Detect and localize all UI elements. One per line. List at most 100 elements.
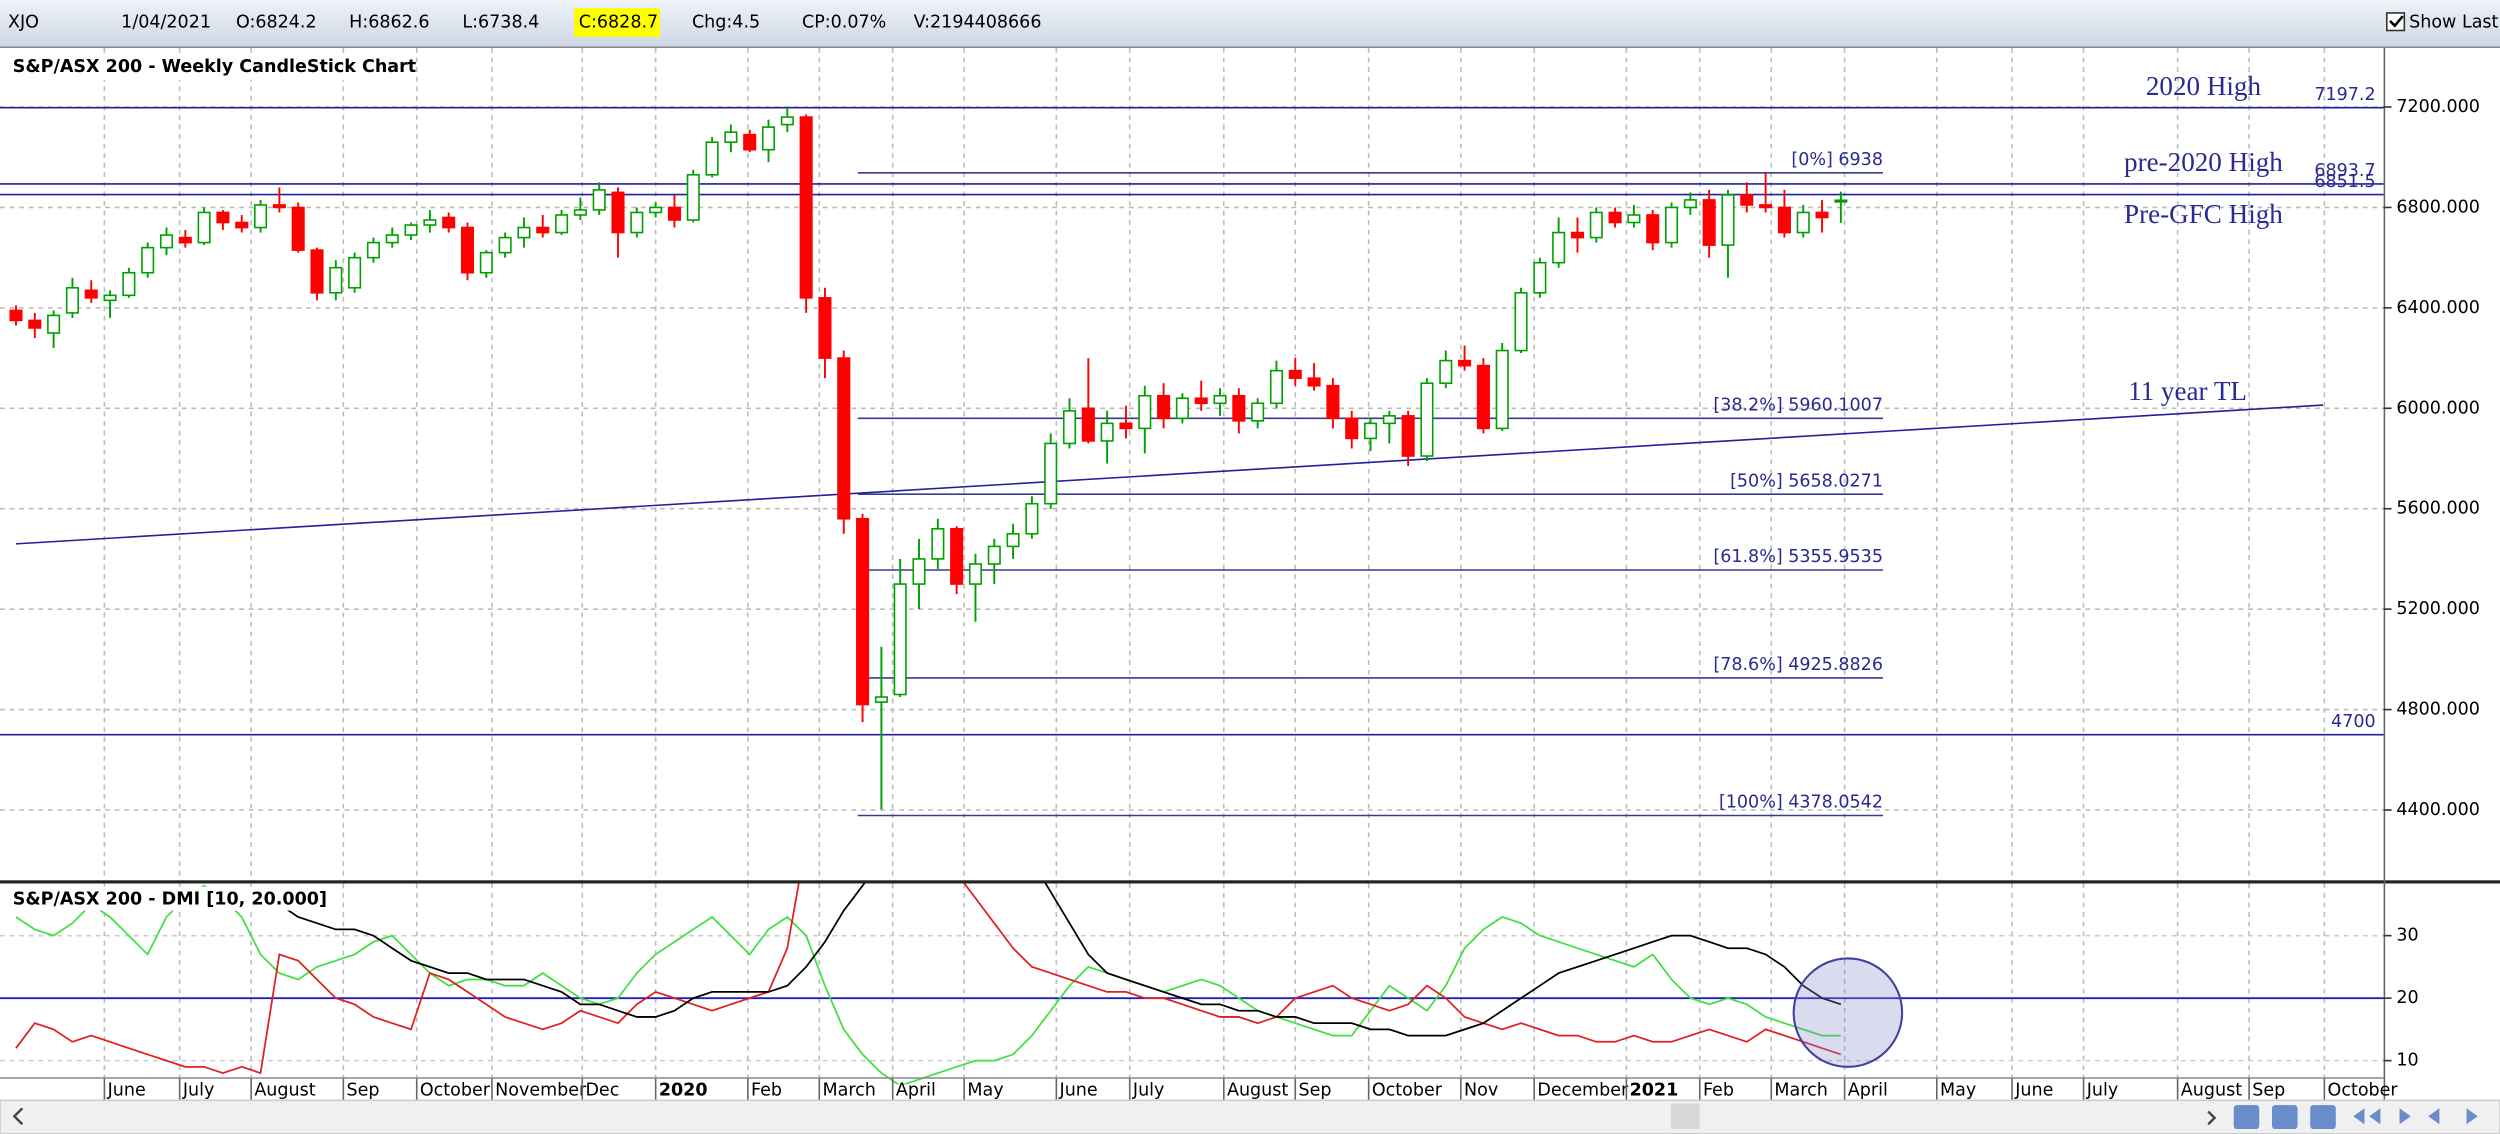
zoom-button[interactable] (2272, 1105, 2298, 1130)
title-bg (6, 54, 405, 80)
x-tick-label: August (1227, 1081, 1288, 1101)
level-annotation: pre-2020 High (2124, 147, 2283, 177)
candle-body (254, 204, 268, 229)
candle-body (460, 226, 475, 274)
candle-body (799, 116, 813, 299)
candle-body (1627, 214, 1641, 224)
x-tick-label: October (2328, 1081, 2399, 1101)
x-tick-label: June (1059, 1081, 1098, 1101)
change-percent: CP:0.07% (802, 13, 886, 33)
candle-body (310, 249, 324, 294)
candle-body (1175, 397, 1189, 420)
x-tick-label: April (896, 1081, 936, 1101)
candle-body (1458, 359, 1472, 367)
x-tick-label: August (254, 1081, 315, 1101)
candle-body (122, 271, 136, 297)
candle-body (197, 211, 211, 244)
candle-body (1702, 199, 1716, 246)
nav-buttons (2233, 1105, 2478, 1130)
candle-body (479, 251, 493, 274)
candle-body (1796, 211, 1810, 234)
checkbox[interactable] (2386, 12, 2406, 32)
candle-body (1646, 214, 1660, 244)
y-tick-label: 7200.000 (2396, 97, 2480, 117)
highlight-circle (1792, 957, 1904, 1068)
candle-body (987, 545, 1001, 565)
y-tick-label: 4400.000 (2396, 800, 2480, 820)
fib-label: [38.2%] 5960.1007 (1713, 396, 1883, 416)
candle-body (1269, 369, 1284, 405)
level-tag: 4700 (2331, 712, 2376, 732)
candle-body (931, 528, 945, 560)
candle-body (404, 224, 418, 236)
candle-body (1533, 261, 1547, 294)
scroll-thumb[interactable] (1670, 1103, 1700, 1130)
level-tag: 6851.5 (2314, 172, 2375, 192)
scroll-right[interactable] (2207, 1110, 2217, 1126)
candle-body (1119, 422, 1133, 430)
candle-body (1514, 292, 1528, 352)
nav-back[interactable] (2353, 1108, 2381, 1125)
candle-body (1251, 402, 1265, 422)
candle-body (837, 357, 851, 520)
candle-body (1044, 442, 1058, 505)
divider (0, 46, 2500, 49)
candle-body (912, 558, 926, 585)
candle-body (968, 563, 982, 585)
candle-body (1138, 394, 1152, 430)
dmi-title-bg (6, 886, 319, 911)
candle-body (1006, 533, 1020, 548)
candle-body (649, 206, 663, 214)
candle-body (235, 221, 249, 229)
candle-body (178, 236, 192, 244)
fib-label: [61.8%] 5355.9535 (1713, 547, 1883, 567)
x-tick-label: Sep (2252, 1081, 2285, 1101)
y-tick-label: 4800.000 (2396, 700, 2480, 720)
level-tag: 6893.7 (2314, 161, 2375, 181)
trendline (15, 404, 2324, 545)
zoom-button[interactable] (2233, 1105, 2260, 1130)
candle-body (1213, 394, 1227, 405)
candle-body (1025, 502, 1039, 535)
candle-body (611, 191, 625, 234)
candle-body (1608, 211, 1622, 224)
symbol: XJO (8, 13, 39, 33)
candle-body (536, 226, 550, 234)
date: 1/04/2021 (121, 13, 211, 33)
scroll-left[interactable] (12, 1107, 24, 1126)
panel-divider (0, 880, 2500, 884)
candle-body (366, 241, 380, 259)
candle-body (1759, 204, 1773, 209)
checkmark (2389, 15, 2404, 28)
level-tag: 7197.2 (2314, 85, 2375, 105)
fib-label: [100%] 4378.0542 (1719, 793, 1883, 813)
candle-body (874, 696, 888, 703)
candle-body (498, 236, 512, 254)
x-tick-label: Dec (585, 1081, 619, 1101)
candle-body (1157, 394, 1171, 420)
candle-body (1721, 194, 1735, 246)
y-tick-label: 30 (2396, 926, 2418, 946)
x-tick-label: July (2086, 1081, 2119, 1101)
candle-body (1495, 349, 1509, 430)
nav-forward[interactable] (2399, 1108, 2478, 1125)
candle-body (216, 211, 230, 224)
candle-body (724, 131, 738, 143)
candle-body (348, 256, 362, 289)
zoom-button[interactable] (2310, 1105, 2336, 1130)
candle-body (950, 528, 964, 585)
candle-body (1664, 206, 1679, 244)
x-tick-label: March (1774, 1081, 1827, 1101)
candle-body (761, 126, 776, 151)
price-plot (0, 48, 2384, 881)
x-tick-label: Nov (1464, 1081, 1498, 1101)
candle-body (1834, 199, 1848, 203)
y-tick-label: 6800.000 (2396, 197, 2480, 217)
scrollbar[interactable] (0, 1099, 2500, 1134)
x-tick-label: 2020 (659, 1081, 708, 1101)
candle-body (1589, 211, 1603, 239)
close: C:6828.7 (579, 13, 658, 33)
fib-label: [50%] 5658.0271 (1730, 471, 1883, 491)
show-last-label[interactable]: Show Last (2409, 13, 2498, 33)
low: L:6738.4 (462, 13, 539, 33)
